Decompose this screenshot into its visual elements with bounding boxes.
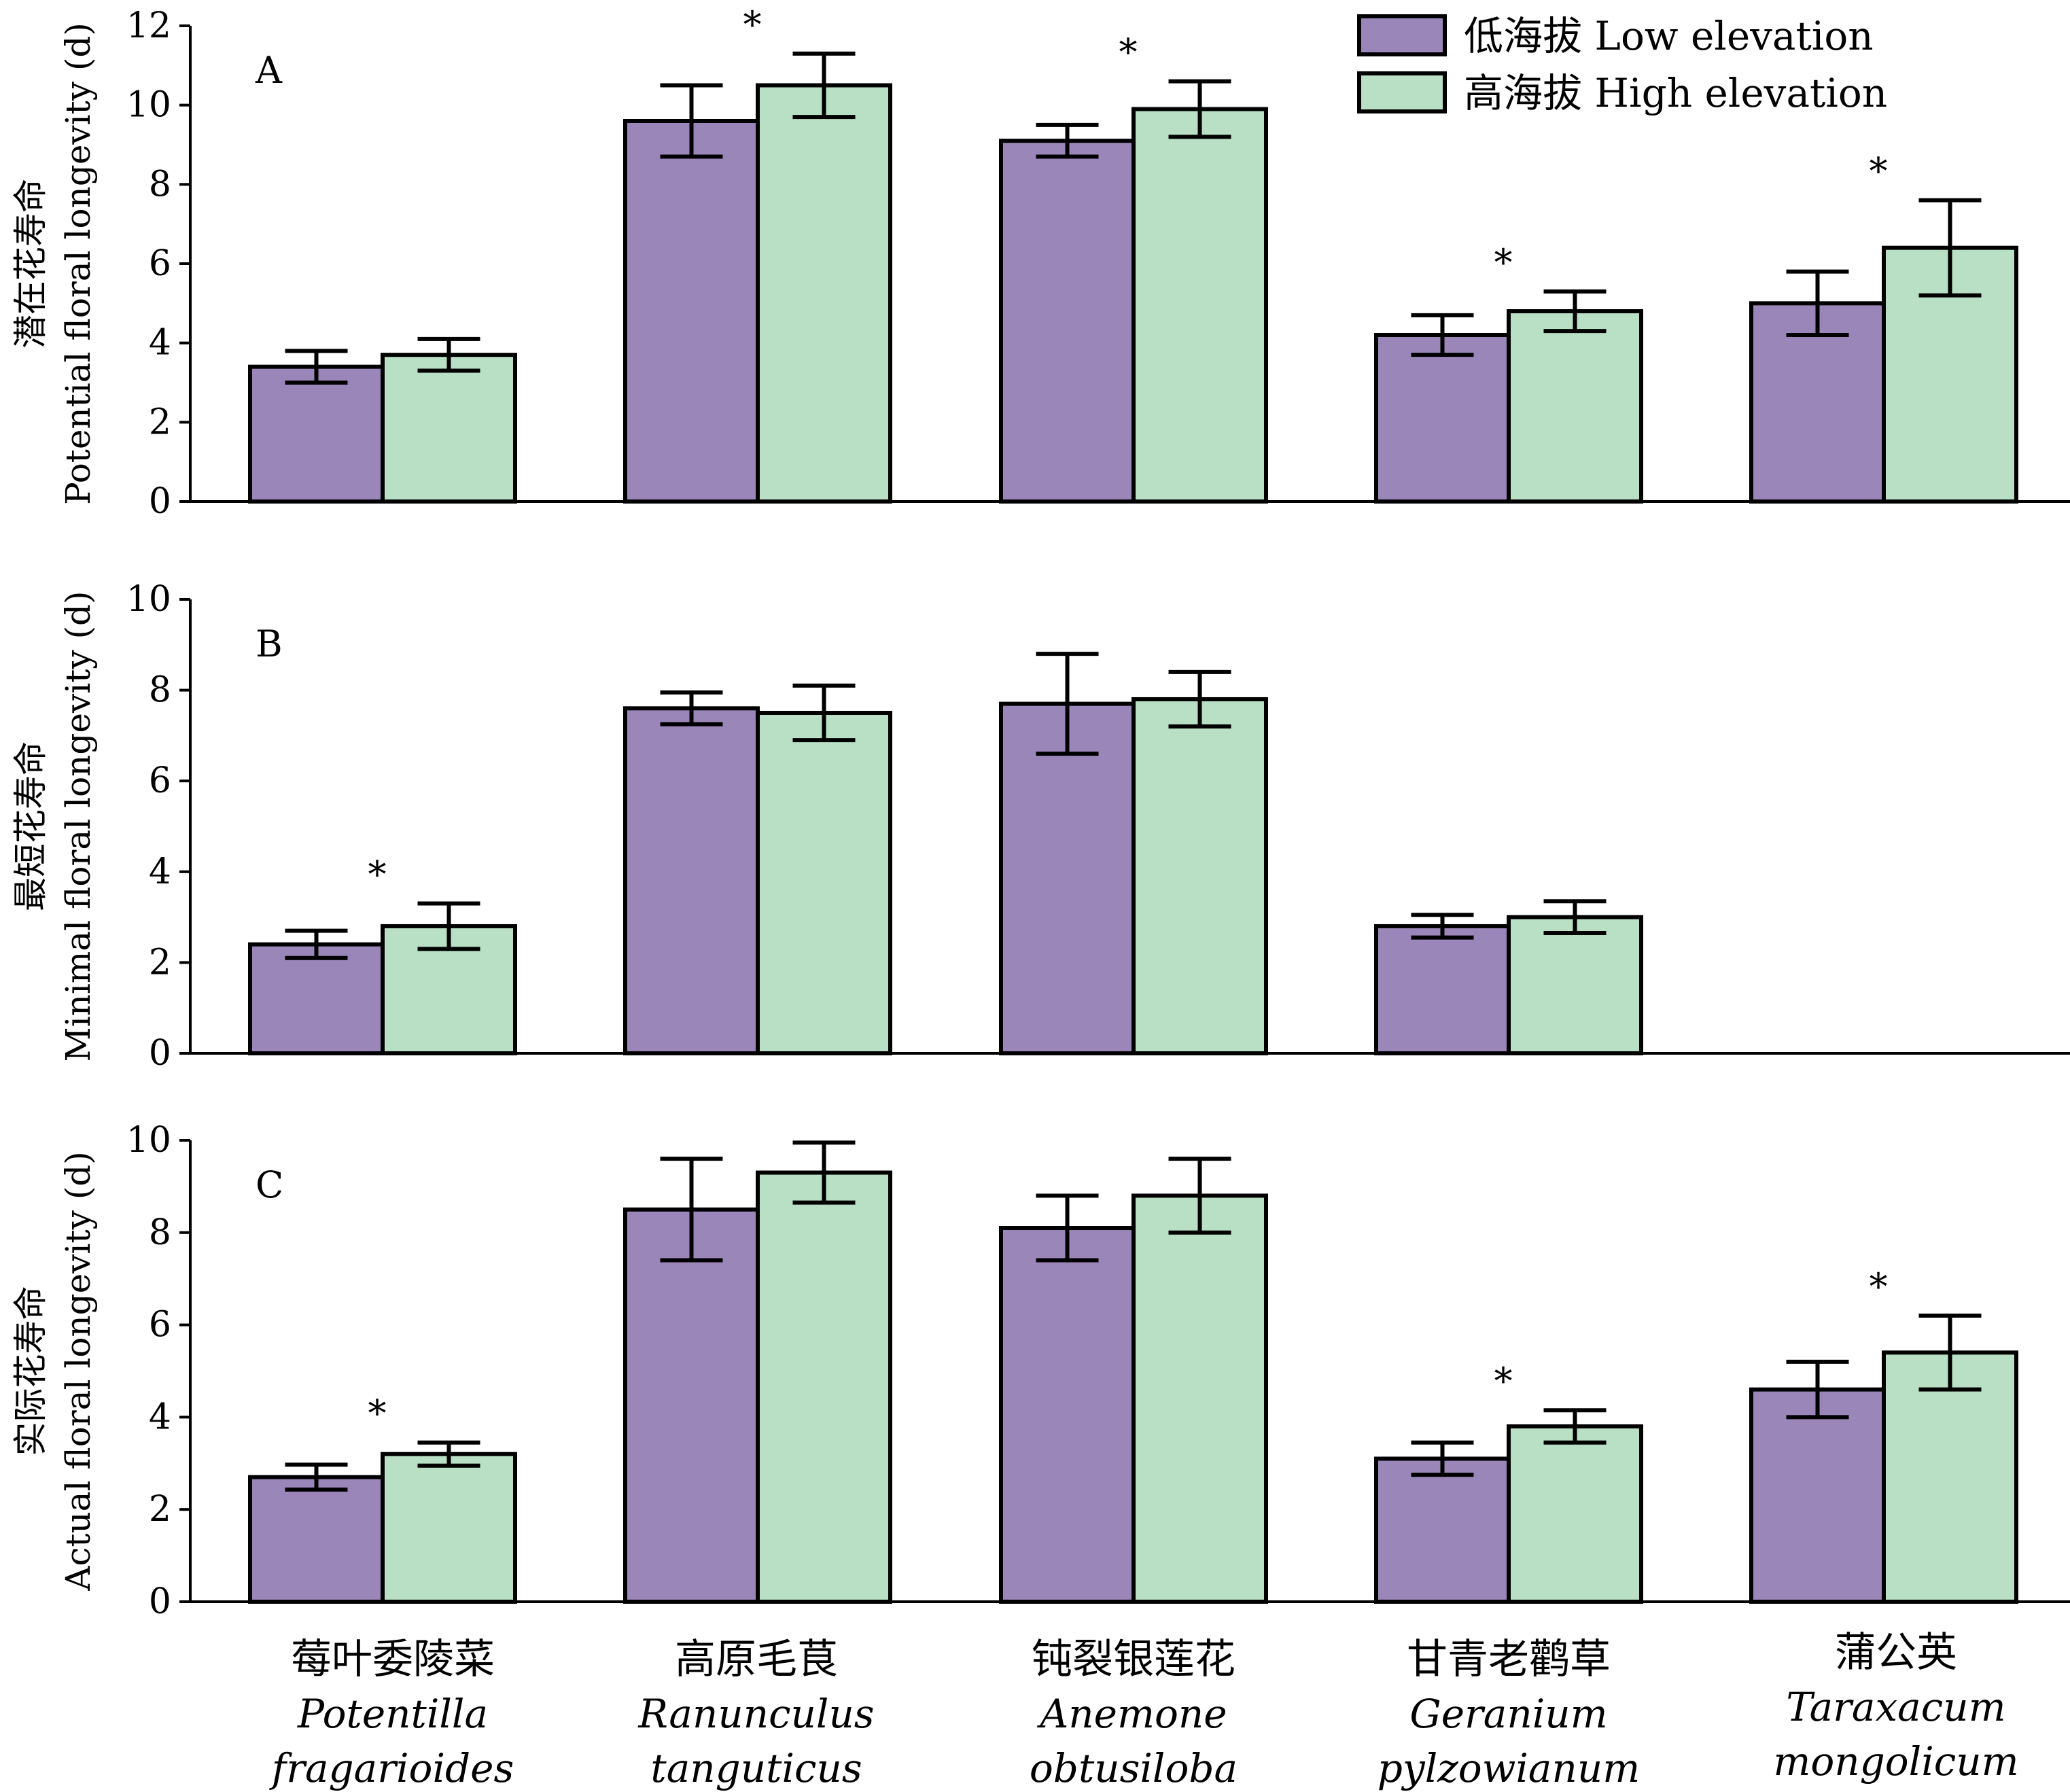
y-tick-label: 4 [149, 323, 171, 364]
category-label-2: 高原毛茛 Ranunculus tanguticus [637, 1636, 874, 1791]
category-sci2-4: pylzowianum [1378, 1745, 1640, 1791]
bar-low-4 [1374, 1456, 1511, 1604]
category-label-3: 钝裂银莲花 Anemone obtusiloba [1030, 1636, 1238, 1791]
panels: 0 2 4 6 8 10 12 潜在花寿命 Potential floral longevity… [11, 3, 2070, 1622]
bar-high-4 [1507, 309, 1643, 504]
panel-B: 0 2 4 6 8 10 最短花寿命 Minimal floral longevity (d)… [11, 579, 2070, 1074]
category-cn-3: 钝裂银莲花 [1032, 1636, 1235, 1683]
panel-letter: C [256, 1163, 283, 1206]
category-label-5: 蒲公英 Taraxacum mongolicum [1773, 1629, 2018, 1785]
panel-A: 0 2 4 6 8 10 12 潜在花寿命 Potential floral longevity… [11, 3, 2070, 522]
significance-marker: * [1494, 1360, 1513, 1403]
bar-low-3 [999, 139, 1136, 504]
y-axis-label-en: Actual floral longevity (d) [58, 1151, 98, 1592]
bar-low-1 [248, 364, 385, 504]
legend-label-high: 高海拔 High elevation [1464, 70, 1887, 116]
bar-low-4 [1374, 333, 1511, 504]
bar-low-5 [1749, 1387, 1886, 1604]
category-sci1-2: Ranunculus [637, 1691, 874, 1737]
y-tick-label: 10 [126, 579, 171, 620]
y-tick-label: 10 [126, 85, 171, 126]
panel-letter: A [255, 49, 283, 92]
bar-high-3 [1132, 107, 1268, 504]
panel-letter: B [256, 622, 283, 665]
y-tick-label: 12 [126, 5, 171, 46]
y-tick-label: 6 [149, 1305, 171, 1346]
category-sci2-5: mongolicum [1773, 1738, 2018, 1785]
y-axis-label-en: Minimal floral longevity (d) [58, 591, 98, 1062]
category-sci1-4: Geranium [1409, 1691, 1607, 1737]
bar-high-2 [756, 711, 892, 1055]
y-tick-label: 0 [149, 481, 171, 522]
bar-high-2 [756, 83, 892, 504]
legend-label-low: 低海拔 Low elevation [1464, 13, 1874, 59]
category-sci1-1: Potentilla [297, 1691, 488, 1737]
y-axis-label-cn: 潜在花寿命 [11, 179, 50, 349]
category-labels: 莓叶委陵菜 Potentilla fragarioides 高原毛茛 Ranun… [269, 1629, 2019, 1791]
legend-swatch-high [1357, 71, 1447, 113]
y-tick-label: 2 [149, 942, 171, 983]
significance-marker: * [1870, 1265, 1888, 1308]
category-sci2-3: obtusiloba [1030, 1745, 1238, 1791]
bar-low-3 [999, 1226, 1136, 1604]
category-sci2-1: fragarioides [269, 1745, 514, 1791]
category-cn-1: 莓叶委陵菜 [291, 1636, 495, 1683]
bar-low-2 [623, 1207, 760, 1604]
bar-high-4 [1507, 915, 1643, 1055]
significance-marker: * [368, 854, 387, 896]
bar-high-2 [756, 1170, 892, 1604]
bar-high-1 [381, 1452, 517, 1604]
bar-low-4 [1374, 924, 1511, 1055]
y-tick-label: 2 [149, 402, 171, 442]
category-label-4: 甘青老鹳草 Geranium pylzowianum [1378, 1636, 1640, 1791]
y-tick-label: 2 [149, 1489, 171, 1530]
category-sci2-2: tanguticus [650, 1745, 862, 1791]
legend-swatch-low [1357, 14, 1447, 56]
panel-C: 0 2 4 6 8 10 实际花寿命 Actual floral longevity (d) C… [11, 1120, 2070, 1622]
category-sci1-5: Taraxacum [1786, 1684, 2005, 1730]
y-tick-label: 10 [126, 1120, 171, 1161]
category-cn-4: 甘青老鹳草 [1407, 1636, 1611, 1683]
significance-marker: * [743, 3, 762, 46]
y-tick-label: 6 [149, 760, 171, 801]
category-sci1-3: Anemone [1036, 1691, 1227, 1737]
bar-low-1 [248, 942, 385, 1056]
y-tick-label: 4 [149, 1396, 171, 1437]
bar-low-3 [999, 701, 1136, 1055]
category-cn-5: 蒲公英 [1835, 1629, 1957, 1676]
bar-low-2 [623, 119, 760, 504]
y-tick-label: 0 [149, 1033, 171, 1074]
y-tick-label: 8 [149, 670, 171, 711]
y-tick-label: 6 [149, 243, 171, 284]
category-label-1: 莓叶委陵菜 Potentilla fragarioides [269, 1636, 514, 1791]
y-tick-label: 8 [149, 164, 171, 205]
y-axis-label-cn: 最短花寿命 [11, 741, 50, 911]
y-tick-label: 8 [149, 1212, 171, 1253]
legend: 低海拔 Low elevation 高海拔 High elevation [1357, 13, 1887, 116]
y-axis-label-cn: 实际花寿命 [11, 1286, 50, 1456]
bar-high-1 [381, 353, 517, 504]
y-tick-label: 0 [149, 1581, 171, 1622]
category-cn-2: 高原毛茛 [675, 1636, 838, 1683]
y-tick-label: 4 [149, 851, 171, 892]
bar-low-2 [623, 706, 760, 1055]
significance-marker: * [1119, 31, 1138, 74]
bar-low-1 [248, 1475, 385, 1604]
bar-high-3 [1132, 1193, 1268, 1604]
bar-high-4 [1507, 1424, 1643, 1604]
y-axis-label-en: Potential floral longevity (d) [58, 22, 98, 505]
significance-marker: * [1870, 150, 1888, 193]
bar-high-1 [381, 924, 517, 1055]
bar-high-3 [1132, 697, 1268, 1055]
significance-marker: * [368, 1392, 387, 1435]
significance-marker: * [1494, 241, 1513, 284]
